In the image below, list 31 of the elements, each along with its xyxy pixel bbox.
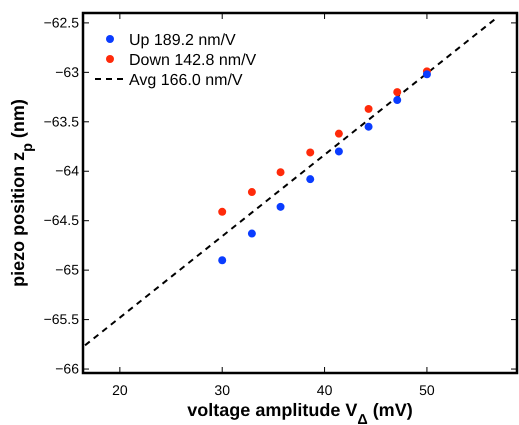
y-tick-label: −65 <box>55 262 80 278</box>
point <box>364 122 373 131</box>
y-tick-label: −64 <box>55 162 80 179</box>
point <box>276 202 285 211</box>
point <box>218 256 226 264</box>
point <box>306 148 314 156</box>
point <box>276 168 285 176</box>
point <box>218 208 226 216</box>
x-tick-label: 30 <box>214 382 230 398</box>
point <box>248 230 256 238</box>
legend-label: Avg 166.0 nm/V <box>129 72 243 89</box>
y-tick-label: −65.5 <box>44 311 80 328</box>
y-tick-label: −63 <box>55 64 80 80</box>
legend-label: Down 142.8 nm/V <box>129 52 257 69</box>
point <box>248 188 256 196</box>
x-tick-label: 50 <box>419 382 435 398</box>
point <box>393 88 402 96</box>
x-tick-label: 20 <box>112 382 128 398</box>
y-tick-label: −64.5 <box>44 212 80 228</box>
point <box>422 70 431 78</box>
point <box>334 130 343 138</box>
x-axis-title: voltage amplitude V$_{Δ}$ (mV) <box>187 400 413 425</box>
x-tick-label: 40 <box>316 382 333 398</box>
y-tick-label: −62.5 <box>44 14 80 30</box>
y-tick-label: −66 <box>55 360 80 377</box>
point <box>364 104 373 113</box>
point <box>306 175 314 184</box>
legend-label: Up 189.2 nm/V <box>129 32 236 49</box>
y-tick-label: −63.5 <box>44 113 80 130</box>
point <box>393 96 402 104</box>
point <box>334 147 343 156</box>
